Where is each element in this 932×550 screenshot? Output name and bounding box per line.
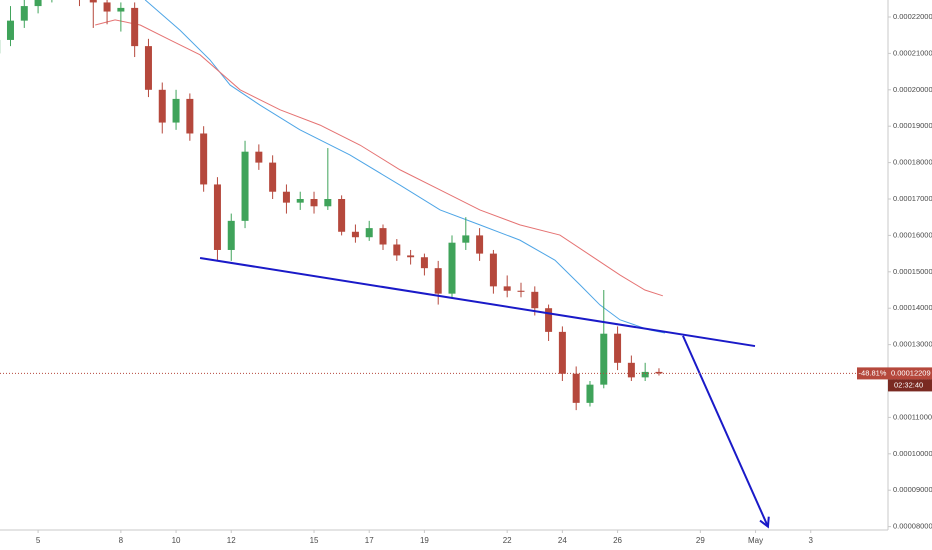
candle-body <box>476 235 484 254</box>
candle-body <box>351 231 359 238</box>
candle-body <box>572 373 580 403</box>
y-tick-label: 0.00016000 <box>893 230 932 239</box>
candle-body <box>655 371 663 374</box>
x-tick-label: 8 <box>119 536 124 545</box>
x-tick-label: 26 <box>613 536 622 545</box>
candle-body <box>586 384 594 403</box>
price-change-box <box>857 367 888 380</box>
candle-body <box>213 184 221 250</box>
candle-body <box>517 290 525 292</box>
x-tick-label: 29 <box>696 536 705 545</box>
moving-average <box>144 0 666 334</box>
trendline <box>682 335 769 528</box>
candle-body <box>117 7 125 12</box>
candle-body <box>34 0 42 7</box>
y-tick-label: 0.00022000 <box>893 12 932 21</box>
arrow-head <box>759 516 770 529</box>
y-tick-label: 0.00008000 <box>893 522 932 531</box>
candle-body <box>338 199 346 232</box>
candle-body <box>255 151 263 163</box>
y-tick-label: 0.00009000 <box>893 485 932 494</box>
trendline <box>199 256 756 348</box>
candle-body <box>407 255 415 258</box>
y-tick-label: 0.00017000 <box>893 194 932 203</box>
axes: 0.00008000 0.00009000 0.00010000 0.00011000… <box>36 12 932 545</box>
x-tick-label: 19 <box>420 536 429 545</box>
x-tick-label: 15 <box>310 536 319 545</box>
candle-body <box>614 333 622 363</box>
candle-body <box>448 242 456 294</box>
last-price-label: 0.00012209 <box>891 368 931 377</box>
candle-body <box>393 244 401 256</box>
candle-body <box>379 228 387 245</box>
candle-body <box>89 0 97 3</box>
candle-body <box>144 46 152 90</box>
candle-body <box>172 98 180 123</box>
countdown: 02:32:40 <box>894 380 923 389</box>
x-tick-label: 22 <box>503 536 512 545</box>
y-tick-label: 0.00011000 <box>893 412 932 421</box>
candle-body <box>310 199 318 207</box>
y-tick-label: 0.00014000 <box>893 303 932 312</box>
plot-area <box>0 0 888 529</box>
candle-body <box>200 133 208 185</box>
last-price-box <box>888 367 932 380</box>
candle-body <box>600 333 608 385</box>
x-tick-label: 24 <box>558 536 567 545</box>
candle-body <box>296 199 304 203</box>
candle-body <box>20 6 28 21</box>
x-tick-label: 12 <box>227 536 236 545</box>
candle-body <box>324 199 332 207</box>
candle-body <box>186 98 194 134</box>
x-tick-label: 3 <box>809 536 814 545</box>
candle-body <box>6 20 14 40</box>
candle-body <box>282 191 290 203</box>
price-change: -48.81% <box>859 368 887 377</box>
x-tick-label: 5 <box>36 536 41 545</box>
candle-body <box>420 257 428 269</box>
y-tick-label: 0.00020000 <box>893 85 932 94</box>
candle-body <box>365 228 373 238</box>
y-tick-label: 0.00010000 <box>893 449 932 458</box>
candle-body <box>545 308 553 332</box>
candle-body <box>627 362 635 378</box>
candle-body <box>241 151 249 221</box>
candle-body <box>531 291 539 309</box>
candle-body <box>558 331 566 374</box>
countdown-box <box>888 379 932 392</box>
moving-average <box>95 19 663 297</box>
candle-body <box>227 220 235 250</box>
x-tick-label: 10 <box>172 536 181 545</box>
candle-body <box>503 286 511 291</box>
y-tick-label: 0.00013000 <box>893 340 932 349</box>
candle-body <box>158 89 166 123</box>
candle-body <box>641 371 649 378</box>
y-tick-label: 0.00019000 <box>893 121 932 130</box>
y-tick-label: 0.00021000 <box>893 48 932 57</box>
x-tick-label: May <box>748 536 763 545</box>
y-tick-label: 0.00018000 <box>893 158 932 167</box>
x-tick-label: 17 <box>365 536 374 545</box>
y-tick-label: 0.00015000 <box>893 267 932 276</box>
candle-body <box>462 235 470 243</box>
candle-body <box>489 253 497 287</box>
candle-body <box>434 268 442 294</box>
candle-body <box>131 7 139 47</box>
candle-body <box>269 162 277 192</box>
candle-body <box>103 2 111 12</box>
